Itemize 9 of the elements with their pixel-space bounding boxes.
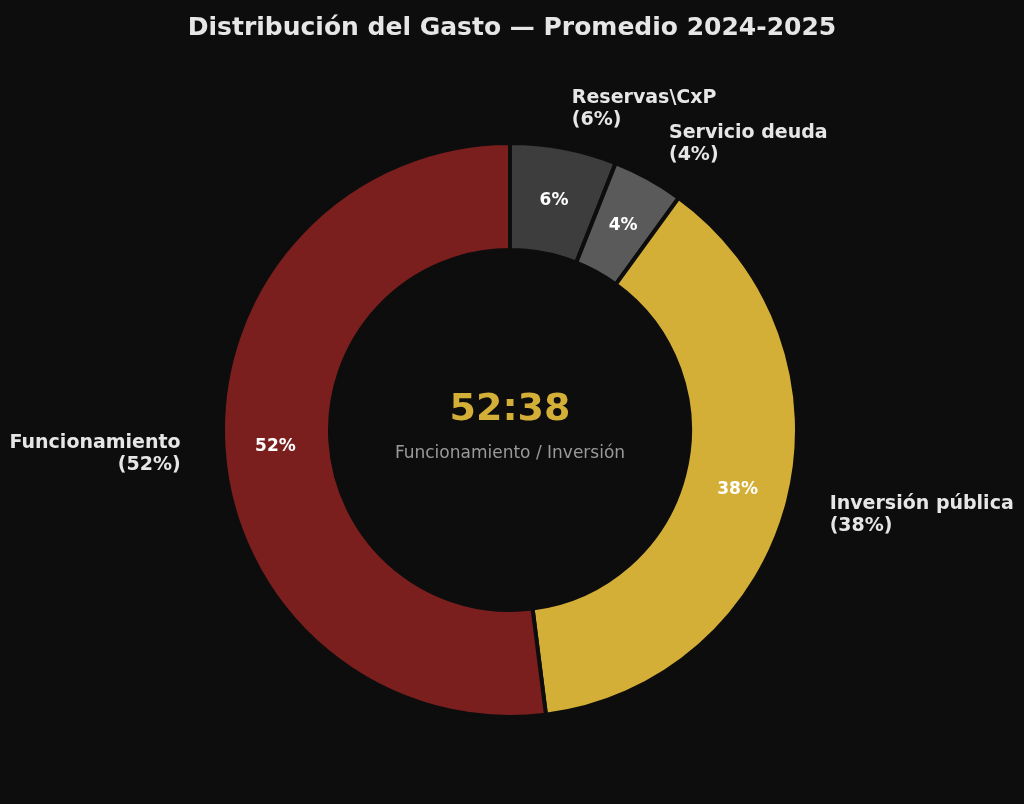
chart-title: Distribución del Gasto — Promedio 2024-2025: [187, 12, 837, 41]
text: 52:38: [449, 385, 571, 429]
data-label: 38%: [717, 478, 758, 499]
data-label: 6%: [539, 189, 569, 210]
slice-label: Inversión pública (38%): [829, 491, 1014, 536]
data-label: 4%: [608, 214, 638, 235]
slice-label: Funcionamiento (52%): [9, 429, 181, 474]
text: Funcionamiento / Inversión: [394, 442, 626, 462]
data-label: 52%: [255, 434, 296, 455]
